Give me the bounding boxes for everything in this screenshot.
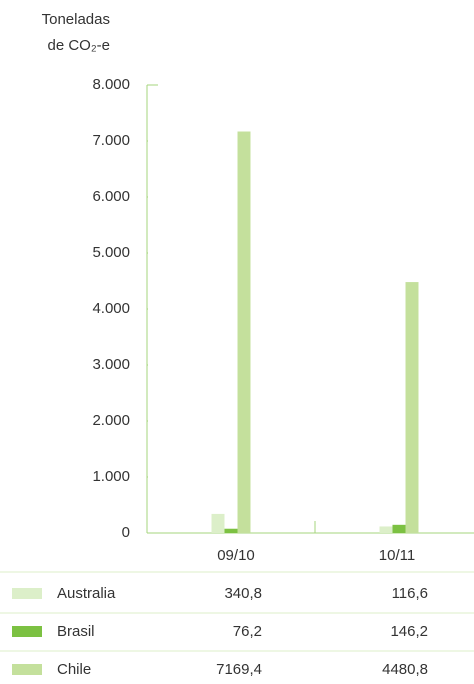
value-label: 76,2 bbox=[233, 623, 262, 640]
y-axis-label: Toneladas bbox=[42, 11, 110, 28]
bar bbox=[405, 282, 419, 533]
y-tick-label: 6.000 bbox=[92, 188, 130, 205]
y-axis-label: de CO₂-e bbox=[47, 37, 110, 54]
value-label: 146,2 bbox=[390, 623, 428, 640]
legend-swatch bbox=[12, 626, 42, 637]
bar bbox=[237, 131, 251, 533]
y-tick-label: 0 bbox=[122, 524, 130, 541]
y-tick-label: 4.000 bbox=[92, 300, 130, 317]
bar bbox=[379, 526, 393, 533]
legend-swatch bbox=[12, 664, 42, 675]
value-label: 7169,4 bbox=[216, 661, 262, 678]
legend-label: Brasil bbox=[57, 623, 95, 640]
y-tick-label: 5.000 bbox=[92, 244, 130, 261]
value-label: 116,6 bbox=[392, 585, 428, 602]
legend-label: Australia bbox=[57, 585, 116, 602]
value-label: 340,8 bbox=[224, 585, 262, 602]
x-tick-label: 10/11 bbox=[379, 547, 415, 564]
value-label: 4480,8 bbox=[382, 661, 428, 678]
y-tick-label: 8.000 bbox=[92, 76, 130, 93]
x-tick-label: 09/10 bbox=[217, 547, 255, 564]
y-tick-label: 3.000 bbox=[92, 356, 130, 373]
bar bbox=[392, 524, 406, 533]
y-tick-label: 7.000 bbox=[92, 132, 130, 149]
bar bbox=[224, 528, 238, 533]
y-tick-label: 2.000 bbox=[92, 412, 130, 429]
legend-label: Chile bbox=[57, 661, 91, 678]
legend-swatch bbox=[12, 588, 42, 599]
y-tick-label: 1.000 bbox=[92, 468, 130, 485]
bar bbox=[211, 513, 225, 533]
